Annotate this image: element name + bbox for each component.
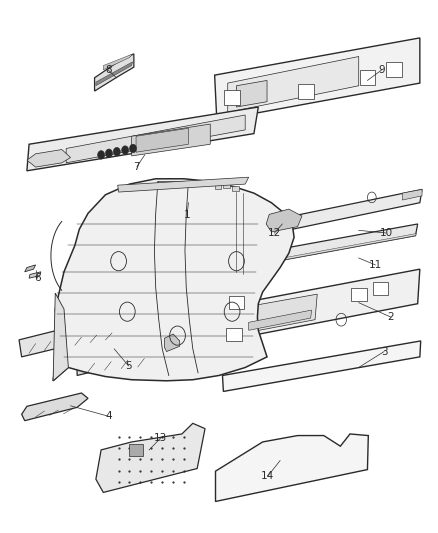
- Bar: [223, 182, 230, 188]
- Polygon shape: [29, 272, 41, 278]
- Polygon shape: [103, 54, 133, 70]
- Polygon shape: [95, 54, 134, 91]
- Bar: [226, 328, 242, 341]
- Circle shape: [106, 149, 113, 158]
- Polygon shape: [53, 179, 294, 381]
- Polygon shape: [215, 434, 368, 502]
- Bar: [215, 184, 221, 189]
- Polygon shape: [53, 293, 68, 381]
- Polygon shape: [254, 189, 422, 237]
- Bar: [386, 62, 402, 77]
- Text: 1: 1: [184, 210, 191, 220]
- Bar: [360, 70, 375, 85]
- Polygon shape: [96, 423, 205, 492]
- Polygon shape: [158, 181, 188, 188]
- Polygon shape: [228, 56, 359, 112]
- Polygon shape: [249, 310, 311, 330]
- Polygon shape: [21, 393, 88, 421]
- Polygon shape: [215, 38, 420, 120]
- Text: 7: 7: [134, 161, 140, 172]
- Polygon shape: [96, 62, 133, 86]
- Polygon shape: [223, 341, 421, 391]
- Bar: [298, 84, 314, 99]
- Bar: [232, 185, 239, 191]
- Bar: [229, 296, 244, 309]
- Text: 4: 4: [106, 411, 112, 422]
- Circle shape: [122, 146, 129, 155]
- Polygon shape: [132, 124, 210, 156]
- Polygon shape: [27, 150, 71, 167]
- Polygon shape: [403, 189, 422, 200]
- Polygon shape: [25, 265, 35, 272]
- Circle shape: [130, 144, 137, 153]
- Polygon shape: [219, 224, 418, 272]
- Text: 8: 8: [105, 65, 111, 75]
- Text: 6: 6: [35, 273, 41, 283]
- Text: 11: 11: [369, 260, 382, 270]
- Text: 10: 10: [380, 228, 393, 238]
- Text: 14: 14: [261, 471, 275, 481]
- Polygon shape: [223, 269, 420, 341]
- Text: 13: 13: [154, 433, 168, 443]
- Polygon shape: [243, 294, 317, 333]
- Text: 5: 5: [125, 361, 132, 371]
- Polygon shape: [164, 334, 180, 352]
- Bar: [130, 443, 144, 456]
- Circle shape: [113, 148, 120, 156]
- Polygon shape: [237, 80, 267, 107]
- Text: 9: 9: [378, 65, 385, 75]
- Bar: [224, 90, 240, 105]
- Text: 3: 3: [381, 346, 387, 357]
- Polygon shape: [118, 177, 249, 192]
- Polygon shape: [66, 115, 245, 163]
- Polygon shape: [266, 209, 302, 232]
- Circle shape: [98, 151, 105, 159]
- Polygon shape: [27, 107, 258, 171]
- Bar: [373, 282, 389, 295]
- Polygon shape: [77, 334, 180, 375]
- Polygon shape: [219, 233, 417, 272]
- Polygon shape: [136, 128, 188, 152]
- Bar: [351, 288, 367, 301]
- Text: 2: 2: [387, 312, 394, 322]
- Polygon shape: [19, 313, 132, 357]
- Text: 12: 12: [268, 228, 281, 238]
